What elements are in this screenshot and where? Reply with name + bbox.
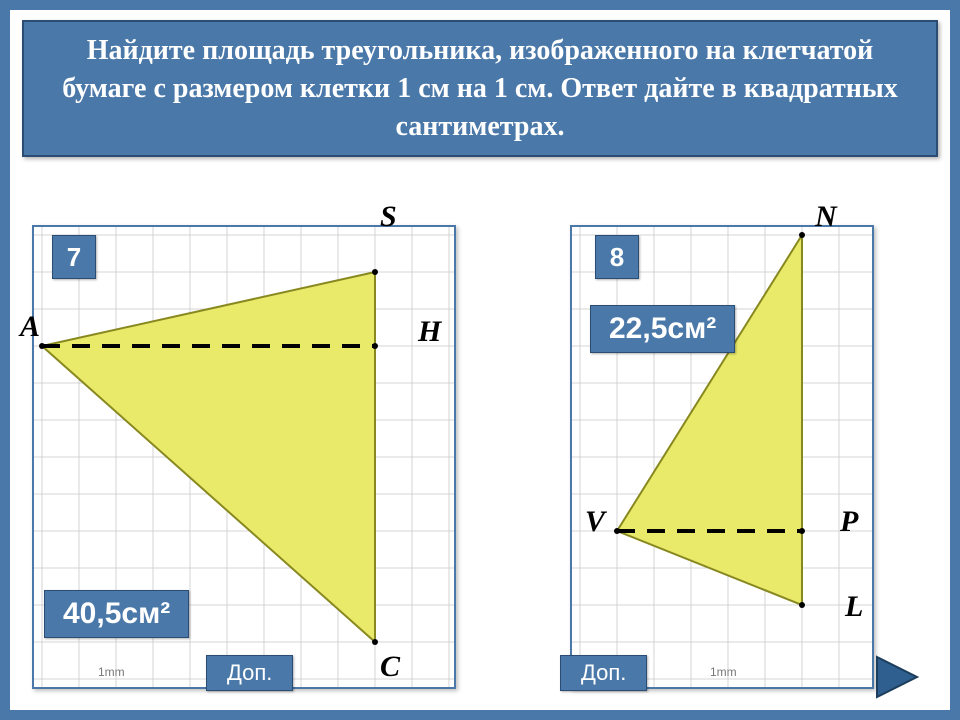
label-s: S <box>380 200 397 234</box>
dop-button-right[interactable]: Доп. <box>560 655 647 691</box>
answer-left: 40,5см² <box>44 590 189 638</box>
label-p: P <box>840 505 858 539</box>
label-l: L <box>845 590 863 624</box>
label-n: N <box>815 200 837 234</box>
grid-svg-right <box>572 227 872 687</box>
answer-right: 22,5см² <box>590 305 735 353</box>
label-c: C <box>380 650 400 684</box>
panels-area: S A H C 7 40,5см² Доп. 1mm N V P L 8 22,… <box>10 195 950 710</box>
problem-title: Найдите площадь треугольника, изображенн… <box>22 20 938 157</box>
next-arrow-icon[interactable] <box>872 652 932 702</box>
dop-button-left[interactable]: Доп. <box>206 655 293 691</box>
label-v: V <box>585 505 605 539</box>
problem-number-8: 8 <box>595 235 639 279</box>
panel-right <box>570 225 874 689</box>
label-a: A <box>20 310 40 344</box>
label-h: H <box>418 315 441 349</box>
outer-frame: Найдите площадь треугольника, изображенн… <box>0 0 960 720</box>
problem-number-7: 7 <box>52 235 96 279</box>
ruler-label-left: 1mm <box>98 665 125 679</box>
ruler-label-right: 1mm <box>710 665 737 679</box>
